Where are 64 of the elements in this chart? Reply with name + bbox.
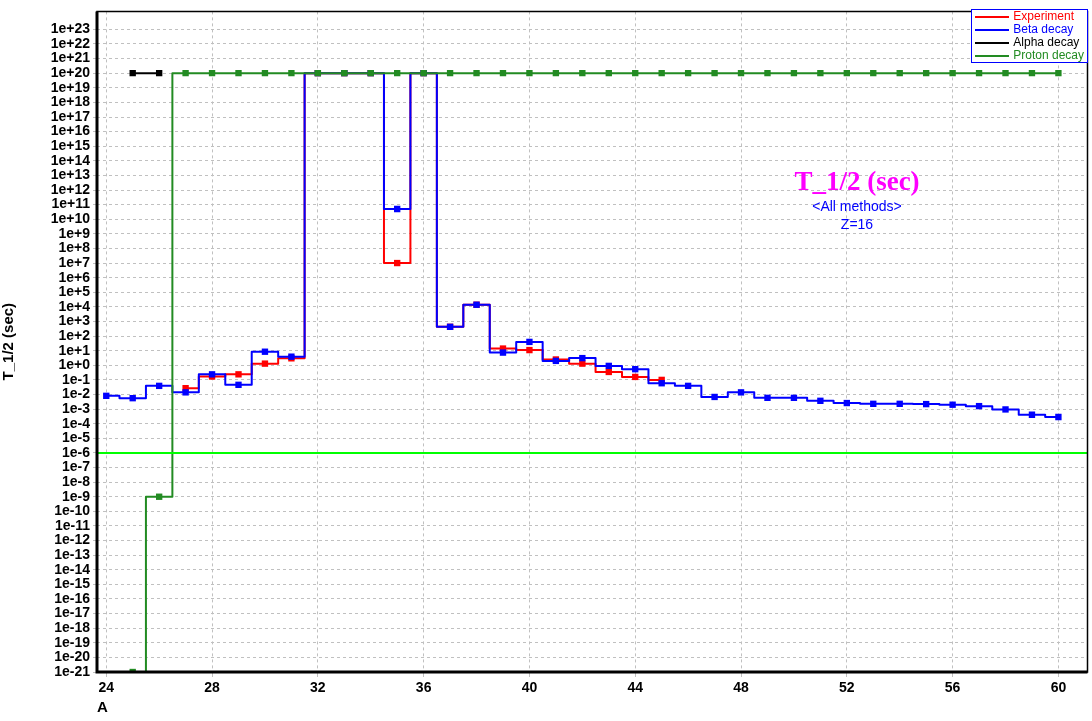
y-tick-label: 1e+4 [58,297,91,314]
y-tick-label: 1e-12 [54,531,91,548]
y-tick-label: 1e+13 [50,166,91,183]
legend-label: Proton decay [1013,48,1084,62]
y-tick-label: 1e-18 [54,619,91,636]
annotation: T_1/2 (sec) [793,165,921,197]
y-tick-label: 1e+0 [58,356,91,373]
y-tick-label: 1e-19 [54,633,91,650]
y-tick-label: 1e+16 [50,122,91,139]
y-tick-label: 1e-21 [54,662,91,679]
y-tick-label: 1e-6 [61,443,91,460]
y-tick-label: 1e+15 [50,137,91,154]
x-tick-label: 60 [1050,679,1067,696]
y-tick-label: 1e-7 [61,458,91,475]
x-tick-label: 40 [521,679,538,696]
y-tick-label: 1e+11 [51,195,91,212]
y-tick-label: 1e-10 [54,502,91,519]
y-tick-label: 1e-16 [54,589,91,606]
y-tick-label: 1e-5 [61,429,91,446]
y-tick-label: 1e-15 [54,575,91,592]
y-tick-label: 1e+3 [58,312,91,329]
y-tick-label: 1e+10 [50,210,91,227]
y-tick-label: 1e+23 [50,20,91,37]
y-tick-label: 1e+9 [58,224,91,241]
x-axis-title: A [97,698,108,716]
y-tick-label: 1e+22 [50,34,91,51]
y-tick-label: 1e+18 [50,93,91,110]
y-tick-label: 1e+6 [58,268,91,285]
y-tick-label: 1e+12 [50,180,91,197]
y-tick-label: 1e-9 [61,487,91,504]
x-tick-label: 24 [98,679,115,696]
annotation: <All methods> [811,197,903,215]
y-tick-label: 1e-2 [61,385,91,402]
y-tick-label: 1e+2 [58,326,91,343]
legend-label: Alpha decay [1013,35,1080,49]
y-tick-label: 1e-17 [54,604,91,621]
x-tick-label: 36 [415,679,432,696]
legend-label: Beta decay [1013,22,1074,36]
y-tick-label: 1e-13 [54,546,91,563]
annotation: Z=16 [839,215,875,233]
y-tick-label: 1e+14 [50,151,91,168]
y-tick-label: 1e+7 [58,253,91,270]
y-tick-label: 1e-11 [54,516,91,533]
x-tick-label: 56 [944,679,961,696]
y-tick-label: 1e+20 [50,64,91,81]
y-tick-label: 1e-4 [61,414,91,431]
x-tick-label: 52 [839,679,855,696]
y-tick-label: 1e-20 [54,648,91,665]
y-tick-label: 1e-3 [61,399,91,416]
y-axis-title: T_1/2 (sec) [0,302,17,381]
y-tick-label: 1e+8 [58,239,91,256]
x-tick-label: 28 [204,679,221,696]
y-tick-label: 1e+5 [58,283,91,300]
y-tick-label: 1e+17 [50,107,91,124]
legend-label: Experiment [1013,9,1074,23]
y-tick-label: 1e+21 [50,49,91,66]
x-tick-label: 44 [627,679,644,696]
x-tick-label: 32 [310,679,326,696]
y-tick-label: 1e-1 [61,370,91,387]
y-tick-label: 1e-8 [61,472,91,489]
x-tick-label: 48 [733,679,750,696]
y-tick-label: 1e+19 [50,78,91,95]
y-tick-label: 1e-14 [54,560,91,577]
y-tick-label: 1e+1 [58,341,91,358]
